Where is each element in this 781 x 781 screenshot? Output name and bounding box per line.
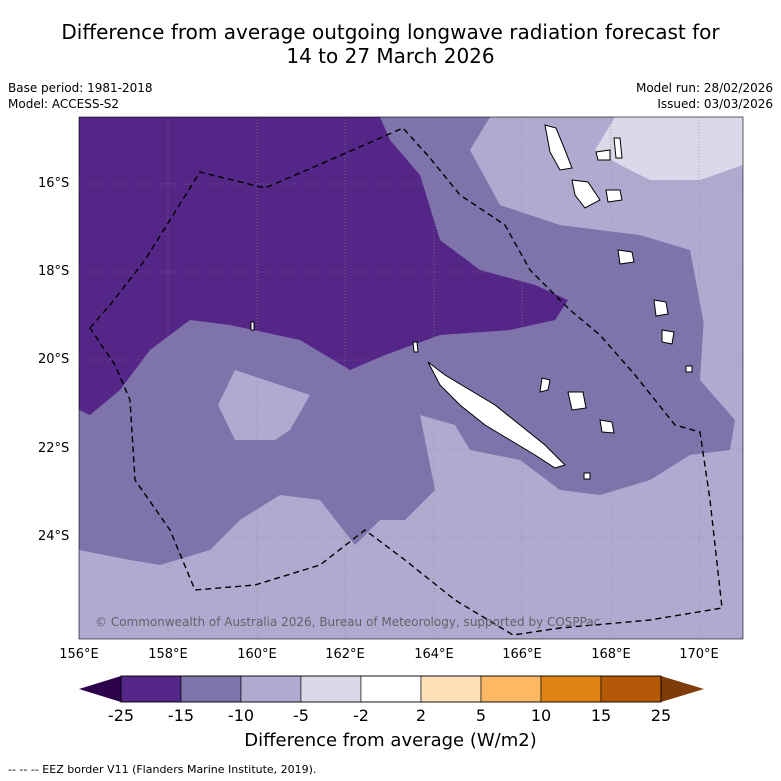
eez-border: [89, 127, 723, 636]
chesterfield-reef: [250, 321, 255, 331]
colorbar-segment: [540, 675, 602, 703]
lon-label-158e: 158°E: [148, 647, 188, 662]
lon-label-168e: 168°E: [591, 647, 631, 662]
base-period: Base period: 1981-2018: [8, 81, 153, 95]
vanuatu-island-1: [544, 124, 573, 171]
colorbar-tick-label: -2: [353, 706, 369, 725]
colorbar-tick-label: -10: [227, 706, 255, 725]
colorbar-segment: [420, 675, 482, 703]
colorbar-segment: [240, 675, 302, 703]
vanuatu-island-4: [595, 149, 611, 161]
coastlines: [250, 124, 693, 480]
vanuatu-island-8: [661, 329, 675, 345]
loyalty-island-3: [599, 419, 615, 434]
colorbar-over-arrow: [661, 676, 704, 702]
map-title: Difference from average outgoing longwav…: [0, 20, 781, 68]
lat-label-18s: 18°S: [38, 264, 70, 279]
colorbar-frame: [120, 675, 662, 703]
colorbar-tick-label: 5: [475, 706, 487, 725]
anomaly-region-m10-m5-ne: [470, 117, 743, 330]
lon-label-156e: 156°E: [59, 647, 99, 662]
graticule: [79, 117, 743, 639]
lon-label-164e: 164°E: [414, 647, 454, 662]
lon-label-162e: 162°E: [325, 647, 365, 662]
vanuatu-island-7: [653, 299, 669, 317]
colorbar-tick-label: -5: [293, 706, 309, 725]
lat-label-20s: 20°S: [38, 352, 70, 367]
lon-label-170e: 170°E: [679, 647, 719, 662]
vanuatu-island-3: [605, 189, 623, 203]
loyalty-island-2: [567, 391, 587, 411]
anomaly-region-m25-m15: [79, 117, 568, 415]
colorbar-tick-label: 10: [530, 706, 552, 725]
lat-label-22s: 22°S: [38, 441, 70, 456]
colorbar-segment: [600, 675, 662, 703]
colorbar-segment: [480, 675, 542, 703]
model-run: Model run: 28/02/2026: [635, 81, 773, 95]
new-caledonia-island: [427, 361, 566, 469]
colorbar-title: Difference from average (W/m2): [244, 730, 537, 751]
title-line-1: Difference from average outgoing longwav…: [61, 20, 720, 44]
loyalty-island-1: [539, 377, 551, 393]
anomaly-region-m10-m5-patch: [218, 370, 310, 440]
colorbar-segment: [300, 675, 362, 703]
colorbar-tick-label: 15: [590, 706, 612, 725]
colorbar-under-arrow: [79, 676, 121, 702]
small-island-3: [412, 341, 419, 353]
vanuatu-island-6: [617, 249, 635, 265]
small-island-1: [685, 365, 693, 373]
colorbar-segment: [360, 675, 422, 703]
colorbar-tick-label: -25: [107, 706, 135, 725]
colorbar-tick-label: 25: [650, 706, 672, 725]
colorbar-segment: [180, 675, 242, 703]
map-panel: © Commonwealth of Australia 2026, Bureau…: [79, 117, 743, 639]
copyright-notice: © Commonwealth of Australia 2026, Bureau…: [95, 615, 600, 629]
map-frame: [78, 116, 744, 640]
title-line-2: 14 to 27 March 2026: [286, 44, 495, 68]
colorbar: [79, 675, 704, 703]
vanuatu-island-5: [613, 137, 623, 159]
model-name: Model: ACCESS-S2: [8, 97, 120, 111]
vanuatu-island-2: [571, 179, 601, 209]
lon-label-160e: 160°E: [237, 647, 277, 662]
meta-right: Model run: 28/02/2026 Issued: 03/03/2026: [636, 80, 773, 112]
issued-date: Issued: 03/03/2026: [657, 97, 773, 111]
small-island-2: [583, 472, 591, 480]
lat-label-16s: 16°S: [38, 176, 70, 191]
colorbar-tick-label: 2: [415, 706, 427, 725]
colorbar-tick-label: -15: [167, 706, 195, 725]
colorbar-segment: [120, 675, 182, 703]
anomaly-region-m5-m2: [595, 117, 743, 180]
lat-label-24s: 24°S: [38, 529, 70, 544]
eez-footnote: -- -- -- EEZ border V11 (Flanders Marine…: [8, 763, 317, 776]
lon-label-166e: 166°E: [502, 647, 542, 662]
meta-left: Base period: 1981-2018 Model: ACCESS-S2: [8, 80, 153, 112]
